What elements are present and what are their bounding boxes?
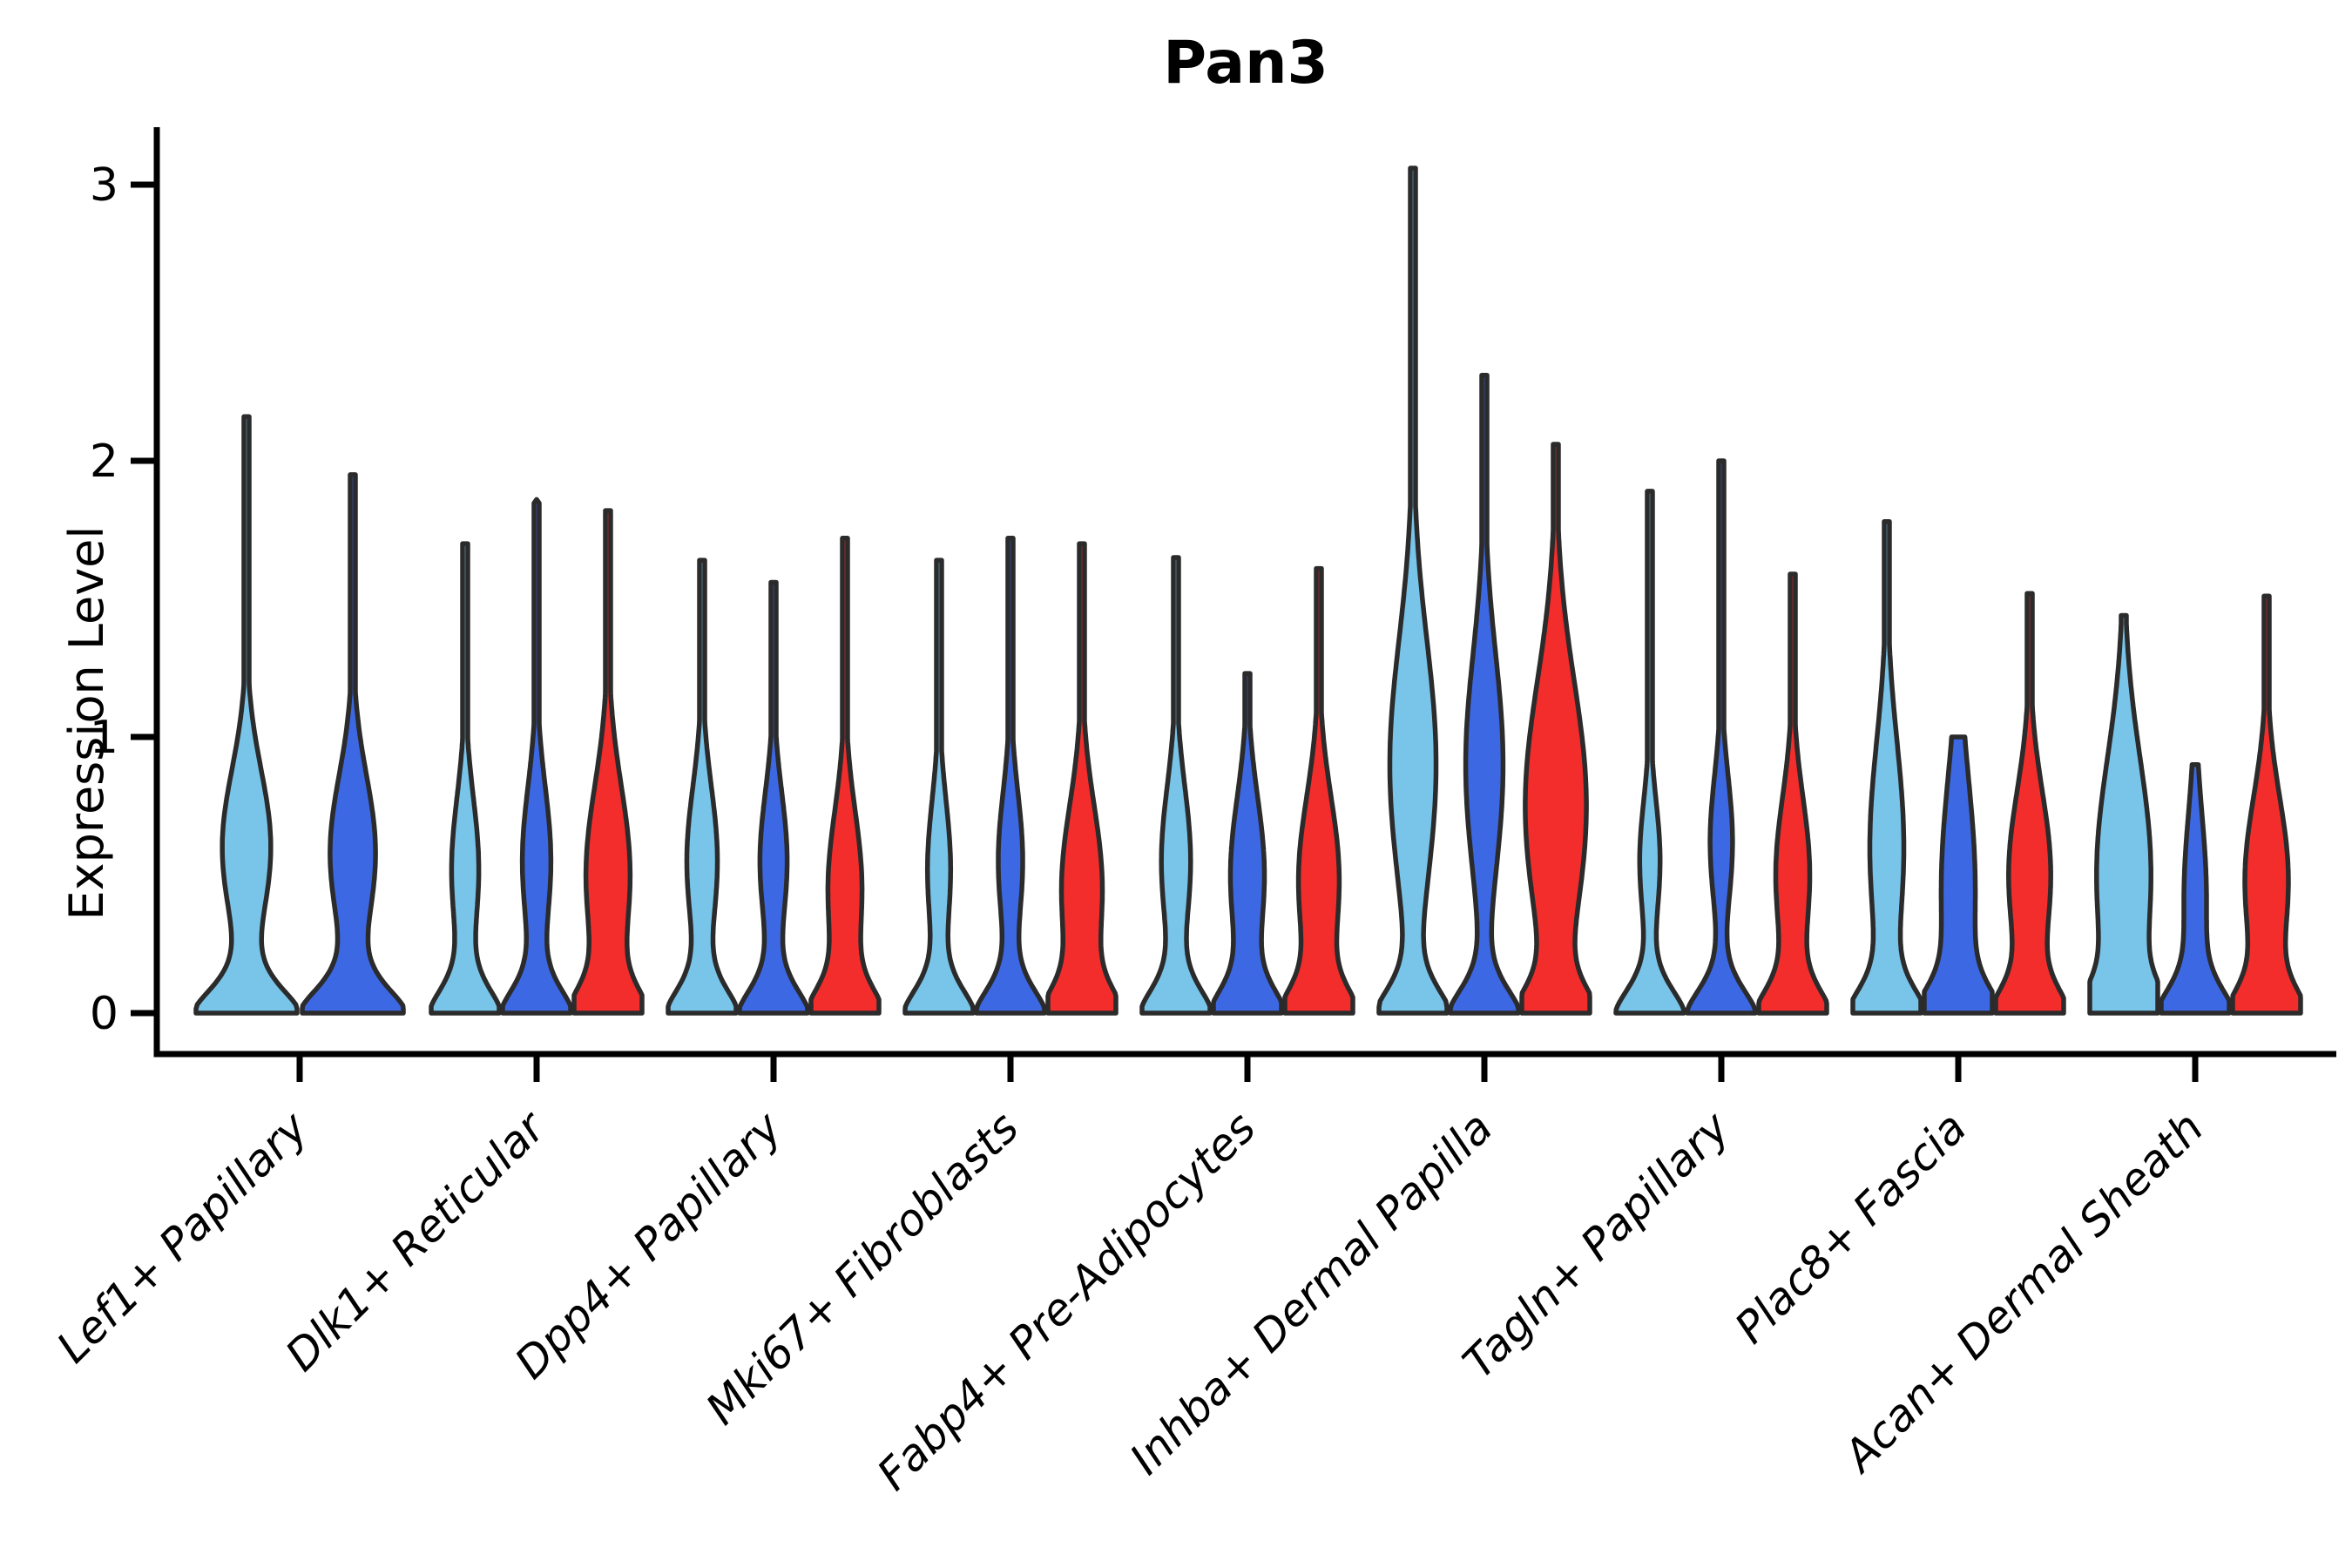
violin-royalblue xyxy=(500,497,573,1016)
x-tick-label: Plac8+ Fascia xyxy=(1726,1102,1977,1353)
y-tick-label: 0 xyxy=(90,988,118,1040)
violin-royalblue xyxy=(737,579,810,1016)
violin-skyblue xyxy=(1850,518,1923,1016)
violin-skyblue xyxy=(1139,555,1213,1016)
chart-title: Pan3 xyxy=(1163,29,1328,98)
violin-royalblue xyxy=(1211,671,1284,1016)
violin-royalblue xyxy=(1448,372,1521,1016)
violin-red xyxy=(1993,591,2066,1016)
violin-royalblue xyxy=(1922,734,1995,1016)
violin-skyblue xyxy=(1613,489,1686,1016)
violin-red xyxy=(1756,571,1829,1016)
violin-royalblue xyxy=(974,536,1047,1016)
violin-skyblue xyxy=(902,558,976,1016)
violin-royalblue xyxy=(300,472,406,1016)
violin-skyblue xyxy=(1376,166,1450,1016)
x-tick-label: Dlk1+ Reticular xyxy=(276,1100,557,1381)
violin-red xyxy=(808,536,882,1016)
x-tick-label: Lef1+ Papillary xyxy=(47,1101,318,1372)
y-axis-label: Expression Level xyxy=(59,526,114,921)
violin-red xyxy=(1519,442,1592,1016)
x-tick-label: Tagln+ Papillary xyxy=(1453,1101,1740,1388)
axis-spines xyxy=(153,127,2336,1058)
violin-royalblue xyxy=(2159,761,2232,1016)
y-axis-ticks: 0 1 2 3 xyxy=(90,159,157,1040)
violin-red xyxy=(1045,541,1119,1016)
y-tick-label: 3 xyxy=(90,159,118,212)
violin-red xyxy=(571,508,645,1016)
violins-layer xyxy=(193,166,2303,1016)
x-tick-label: Fabp4+ Pre-Adipocytes xyxy=(868,1102,1266,1500)
violin-red xyxy=(2230,593,2303,1016)
violin-skyblue xyxy=(193,414,300,1016)
violin-royalblue xyxy=(1685,458,1758,1016)
y-tick-label: 2 xyxy=(90,436,118,488)
violin-skyblue xyxy=(2087,612,2160,1016)
violin-skyblue xyxy=(666,558,739,1016)
axes-layer xyxy=(153,127,2336,1058)
y-tick-label: 1 xyxy=(90,712,118,764)
violin-skyblue xyxy=(429,541,502,1016)
violin-red xyxy=(1282,565,1355,1016)
